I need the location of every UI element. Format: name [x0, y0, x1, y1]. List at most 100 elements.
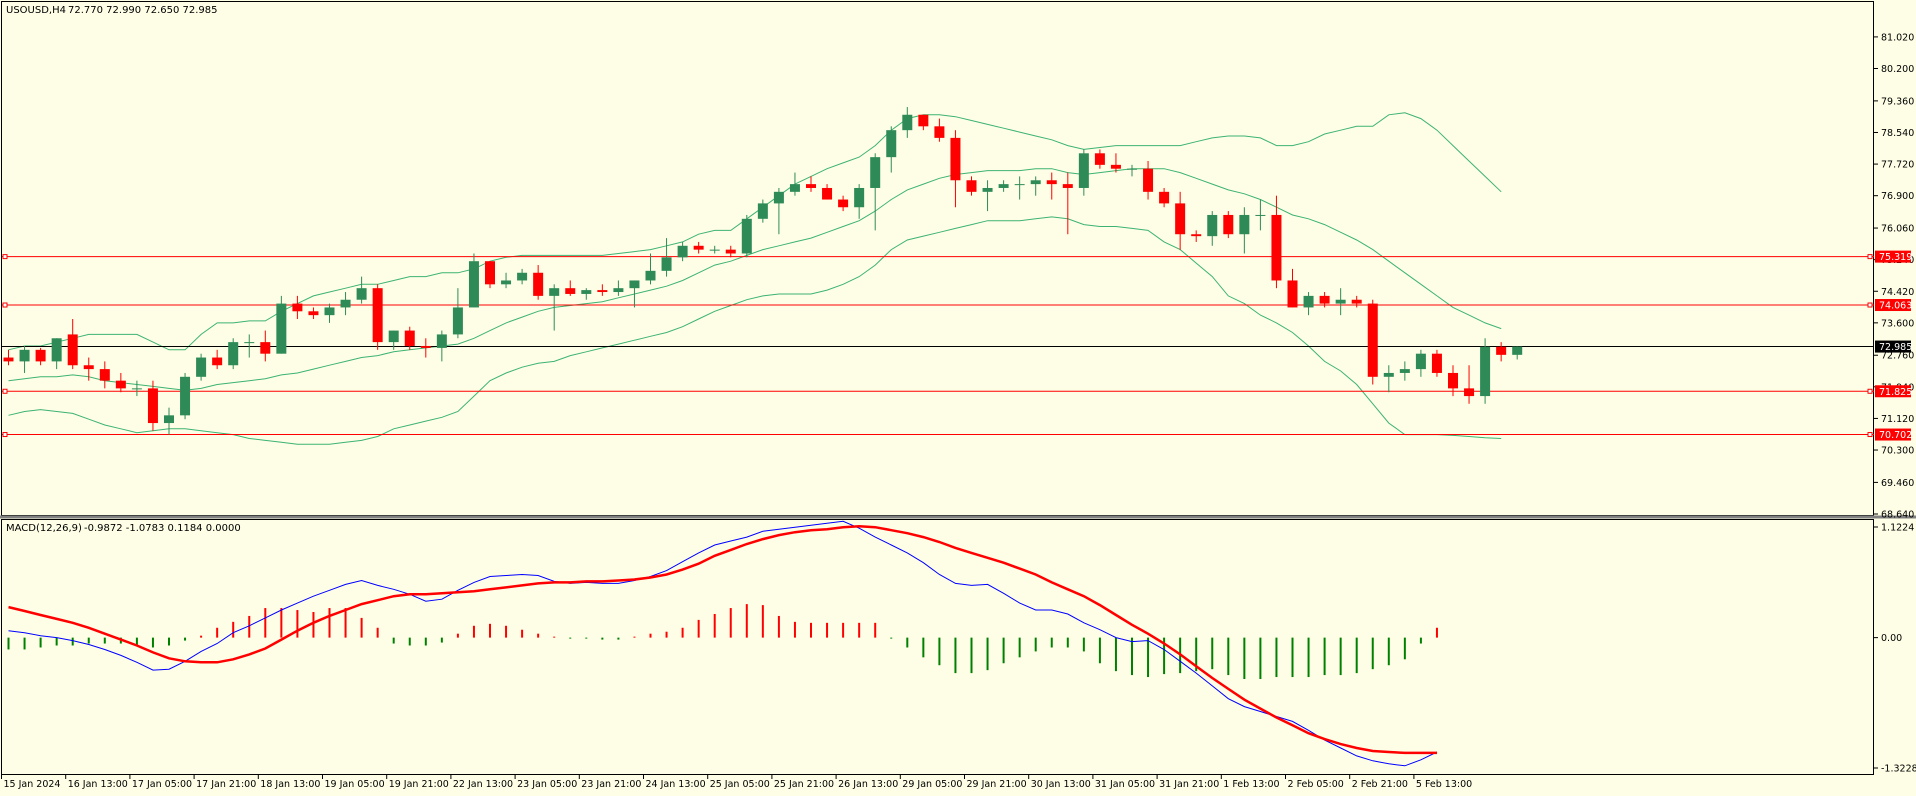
level-badge [1875, 428, 1911, 441]
candle-body-bear [725, 249, 736, 254]
candle-body-bear [1159, 191, 1170, 204]
price-tick-label: 79.360 [1881, 96, 1914, 107]
candle-body-bear [83, 365, 94, 370]
bollinger-bands [8, 112, 1502, 445]
horizontal-levels[interactable] [2, 254, 1874, 438]
candle-body-bull [789, 184, 800, 192]
level-badge-label: 71.825 [1879, 387, 1912, 398]
level-badge [1875, 299, 1911, 312]
candle-body-bear [212, 357, 223, 366]
candle-body-bull [452, 307, 463, 335]
level-anchor-left [2, 302, 8, 308]
candles [3, 107, 1523, 435]
candle-body-bear [1319, 295, 1330, 304]
candle-body-bear [115, 380, 126, 389]
candle-body-bull [1512, 346, 1523, 355]
level-anchor-left [2, 388, 8, 394]
time-axis: 15 Jan 2024 16 Jan 13:00 17 Jan 05:00 17 Ja… [1, 775, 1472, 790]
candle-body-bull [501, 280, 512, 285]
price-tick-label: 73.600 [1881, 318, 1914, 329]
macd-label: MACD(12,26,9) [6, 523, 82, 534]
candle-body-bull [244, 342, 255, 344]
candle-body-bear [3, 357, 14, 362]
candle-body-bear [1110, 164, 1121, 169]
candle-body-bear [1367, 303, 1378, 377]
price-tick-label: 81.020 [1881, 32, 1914, 43]
price-tick-label: 71.120 [1881, 414, 1914, 425]
candle-body-bull [998, 184, 1009, 188]
candle-body-bull [436, 334, 447, 348]
candle-body-bull [164, 415, 174, 424]
candle-body-bear [597, 290, 608, 293]
candle-body-bear [1271, 214, 1282, 281]
macd-line [8, 520, 1438, 767]
price-tick-label: 74.420 [1881, 287, 1914, 298]
candle-body-bull [324, 307, 335, 316]
candle-body-bear [372, 288, 383, 343]
candle-body-bear [1046, 180, 1057, 185]
price-tick-label: 77.720 [1881, 160, 1914, 171]
candle-body-bear [1448, 372, 1458, 389]
signal-line [8, 525, 1437, 755]
level-anchor-left [2, 432, 8, 438]
level-badge [1875, 385, 1911, 398]
time-tick-label: 16 Jan 13:00 [68, 779, 128, 790]
candle-body-bear [806, 184, 816, 188]
time-tick-label: 1 Feb 13:00 [1223, 779, 1279, 790]
level-anchor-right [1867, 254, 1873, 260]
candle-body-bull [1014, 184, 1025, 186]
price-tick-label: 72.760 [1881, 351, 1914, 362]
candle-body-bull [645, 270, 656, 281]
candle-body-bull [1383, 372, 1394, 377]
candle-body-bear [404, 330, 415, 346]
candle-body-bull [1239, 214, 1250, 235]
candle-body-bull [196, 357, 207, 377]
time-tick-label: 31 Jan 21:00 [1159, 779, 1219, 790]
candle-body-bull [388, 330, 399, 343]
candle-body-bear [934, 126, 945, 138]
level-badge [1875, 250, 1911, 263]
current-price-badge [1875, 340, 1911, 353]
time-tick-label: 2 Feb 21:00 [1352, 779, 1408, 790]
candle-body-bull [613, 288, 624, 293]
price-axis: 81.020 80.200 79.360 78.540 77.720 76.900 76.0… [1874, 32, 1914, 521]
candle-body-bear [420, 345, 431, 348]
time-tick-label: 5 Feb 13:00 [1416, 779, 1472, 790]
candle-body-bull [581, 290, 592, 294]
candle-body-bear [1431, 353, 1442, 373]
candle-body-bear [99, 369, 110, 381]
level-anchor-right [1867, 302, 1873, 308]
candle-body-bear [292, 303, 303, 312]
price-tick-label: 76.060 [1881, 224, 1914, 235]
candle-body-bull [677, 245, 688, 258]
time-tick-label: 17 Jan 21:00 [196, 779, 256, 790]
time-tick-label: 19 Jan 21:00 [389, 779, 449, 790]
candle-body-bull [661, 257, 672, 271]
candle-body-bear [1496, 346, 1507, 355]
candle-body-bear [485, 261, 495, 285]
candle-body-bull [228, 342, 239, 366]
candle-body-bull [773, 191, 784, 204]
candle-body-bull [629, 280, 640, 289]
level-badge-label: 74.063 [1879, 301, 1912, 312]
candle-body-bull [1399, 369, 1410, 373]
candle-body-bull [741, 218, 752, 254]
price-panel [1, 1, 1874, 516]
candle-body-bear [565, 288, 576, 294]
time-tick-label: 24 Jan 13:00 [646, 779, 706, 790]
candle-body-bull [1078, 153, 1089, 188]
candle-body-bull [757, 203, 768, 219]
candle-body-bull [340, 299, 351, 308]
time-tick-label: 17 Jan 05:00 [132, 779, 192, 790]
level-anchor-left [2, 254, 8, 260]
time-tick-label: 23 Jan 05:00 [517, 779, 577, 790]
ohlc-values: 72.770 72.990 72.650 72.985 [68, 5, 218, 16]
price-tick-label: 70.300 [1881, 446, 1914, 457]
candle-body-bull [51, 338, 62, 362]
candle-body-bear [1191, 234, 1202, 237]
level-badge-label: 70.702 [1879, 430, 1912, 441]
candle-body-bear [1223, 214, 1234, 235]
candle-body-bull [1335, 299, 1346, 304]
